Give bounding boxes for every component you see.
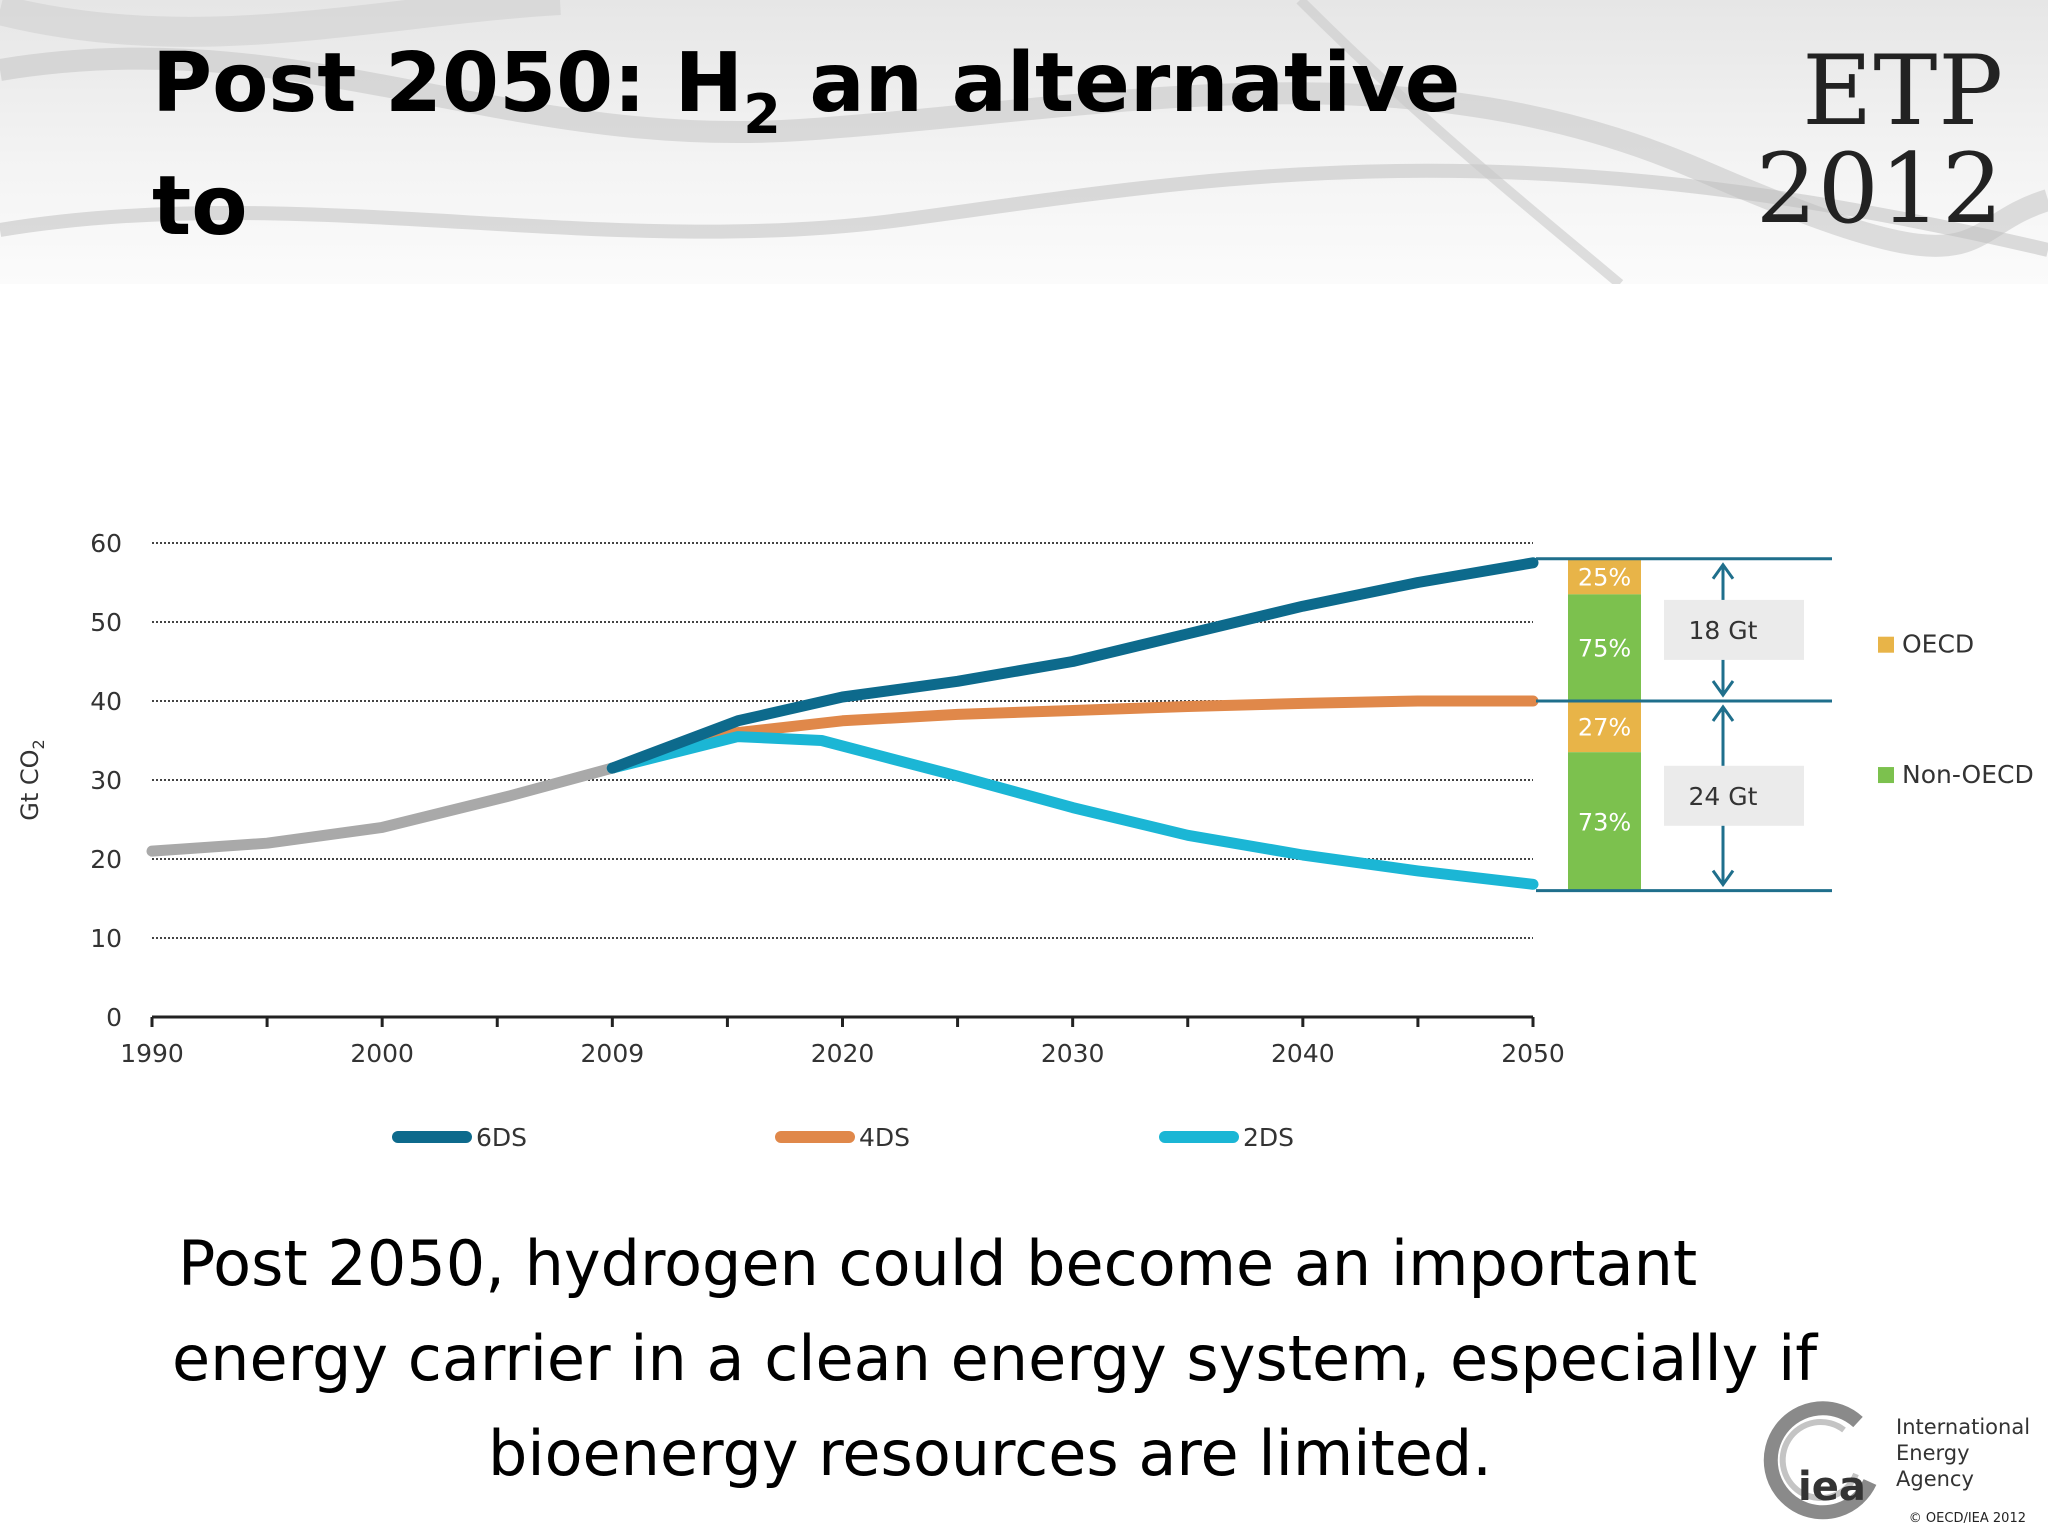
- upper-oecd-segment: [1568, 558, 1641, 595]
- x-tick-label: 2030: [1041, 1039, 1105, 1068]
- x-tick-label: 2020: [811, 1039, 875, 1068]
- header-swoosh-decoration: [0, 0, 2048, 284]
- copyright-notice: © OECD/IEA 2012: [1908, 1511, 2026, 1526]
- upper-label-box: [1664, 599, 1804, 660]
- x-tick-label: 2040: [1271, 1039, 1335, 1068]
- lower-nonoecd-segment: [1568, 752, 1641, 891]
- x-tick-label: 1990: [120, 1039, 184, 1068]
- lower-oecd-pct: 27%: [1578, 714, 1631, 742]
- legend-label-4ds: 4DS: [859, 1123, 910, 1152]
- y-tick-label: 30: [90, 766, 122, 795]
- lower-nonoecd-pct: 73%: [1578, 808, 1631, 836]
- upper-arrowhead-down: [1711, 680, 1735, 698]
- slide-header: Post 2050: H2 an alternative tobioenergy…: [0, 0, 2048, 284]
- legend-label-6ds: 6DS: [476, 1123, 527, 1152]
- caption-line-3: bioenergy resources are limited.: [488, 1417, 1492, 1490]
- lower-label-box: [1664, 765, 1804, 826]
- lower-arrowhead-up: [1711, 704, 1735, 722]
- iea-org-name-line1: International: [1896, 1415, 2031, 1439]
- upper-nonoecd-segment: [1568, 594, 1641, 701]
- y-tick-label: 0: [106, 1003, 122, 1032]
- x-tick-label: 2050: [1501, 1039, 1565, 1068]
- historical-emissions-line: [146, 762, 618, 857]
- side-legend-swatch-oecd: [1878, 636, 1894, 653]
- side-legend-label-non-oecd: Non-OECD: [1902, 760, 2034, 789]
- upper-nonoecd-pct: 75%: [1578, 635, 1631, 663]
- page-title: Post 2050: H2 an alternative tobioenergy: [152, 36, 1461, 284]
- y-tick-label: 20: [90, 845, 122, 874]
- side-legend-swatch-non-oecd: [1878, 767, 1894, 784]
- series-6ds-line: [606, 557, 1539, 774]
- iea-logo-icon: iea: [1763, 1401, 1877, 1520]
- etp-badge-line2: 2012: [1755, 133, 2004, 245]
- x-tick-label: 2000: [350, 1039, 414, 1068]
- slide-caption: Post 2050, hydrogen could become an impo…: [0, 1216, 2048, 1501]
- caption-line-1: Post 2050, hydrogen could become an impo…: [178, 1227, 1698, 1300]
- iea-logo-text: iea: [1798, 1464, 1866, 1510]
- lower-arrowhead-down: [1711, 869, 1735, 888]
- y-axis-label: Gt CO2: [16, 739, 48, 820]
- upper-arrowhead-up: [1711, 562, 1735, 580]
- legend-label-2ds: 2DS: [1243, 1123, 1294, 1152]
- etp-badge: ETP 2012: [1756, 42, 2004, 238]
- iea-org-name-line2: Energy Agency: [1896, 1441, 1974, 1491]
- y-tick-label: 40: [90, 687, 122, 716]
- series-4ds-line: [606, 695, 1539, 774]
- y-tick-label: 50: [90, 608, 122, 637]
- side-legend-label-oecd: OECD: [1902, 630, 1974, 659]
- upper-oecd-pct: 25%: [1578, 564, 1631, 592]
- series-2ds-line: [606, 731, 1539, 890]
- upper-label: 18 Gt: [1689, 616, 1758, 645]
- etp-badge-line1: ETP: [1802, 35, 2004, 147]
- iea-org-name: International Energy Agency: [1896, 1414, 2048, 1492]
- lower-oecd-segment: [1568, 701, 1641, 753]
- y-tick-label: 10: [90, 924, 122, 953]
- y-tick-label: 60: [90, 529, 122, 558]
- lower-label: 24 Gt: [1689, 782, 1758, 811]
- x-tick-label: 2009: [581, 1039, 645, 1068]
- caption-line-2: energy carrier in a clean energy system,…: [172, 1322, 1818, 1395]
